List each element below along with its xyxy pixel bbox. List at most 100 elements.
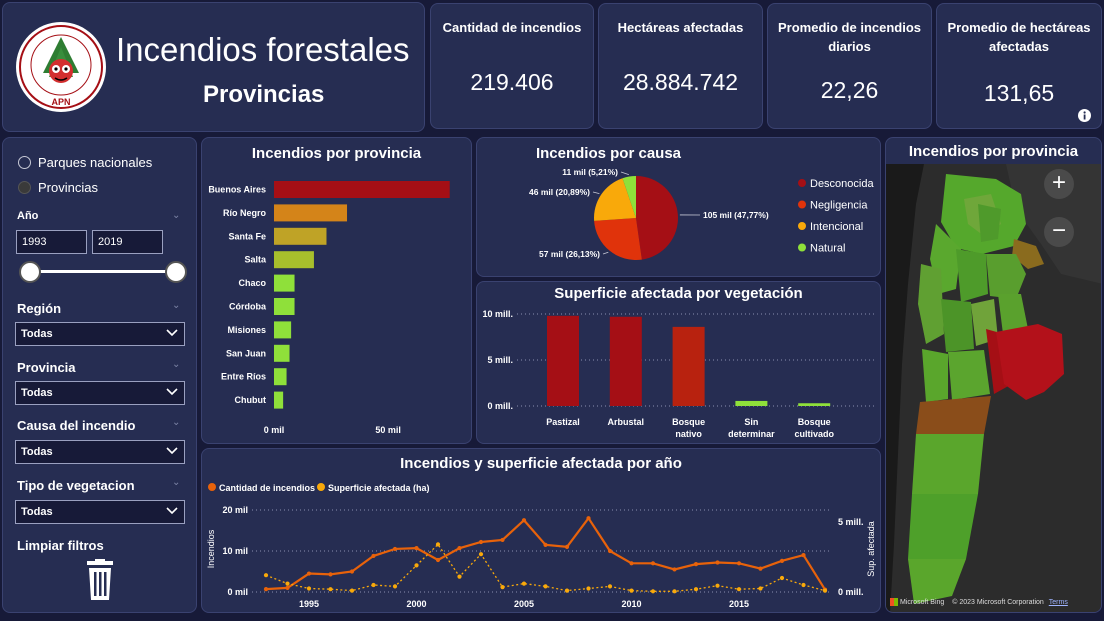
series-line — [265, 516, 826, 591]
bar-chart-provincia: Buenos Aires Río Negro Santa Fe Salta Chaco C… — [208, 181, 450, 435]
legend-marker — [798, 200, 806, 209]
bar — [274, 321, 292, 339]
bar — [735, 400, 768, 406]
series-point — [650, 589, 656, 594]
kpi-label: Promedio de incendios diarios — [777, 20, 922, 54]
y-tick-label: 5 mill. — [487, 355, 513, 365]
provincia-dropdown[interactable]: Todas — [15, 381, 185, 405]
bar — [798, 403, 831, 406]
bar — [609, 316, 642, 406]
series-point — [629, 561, 634, 566]
info-icon[interactable] — [1078, 109, 1091, 122]
series-point — [758, 566, 763, 571]
legend-label: Negligencia — [810, 200, 868, 212]
chart-title: Superficie afectada por vegetación — [554, 285, 803, 302]
bing-icon — [890, 598, 898, 606]
provincias-shapes[interactable] — [908, 174, 1064, 604]
year-from-input[interactable]: 1993 — [16, 230, 87, 254]
dropdown-value: Todas — [21, 387, 53, 399]
pie-slice — [636, 176, 678, 260]
kpi-card-promedio-hectareas: Promedio de hectáreas afectadas 131,65 — [936, 3, 1102, 129]
x-tick-label: Bosque — [672, 417, 705, 427]
radio-parques-nacionales[interactable]: Parques nacionales — [18, 155, 152, 170]
bar — [274, 298, 295, 315]
pie-leader-line — [620, 171, 629, 175]
trash-icon[interactable] — [83, 559, 117, 601]
chevron-down-icon[interactable]: ⌄ — [172, 417, 181, 428]
kpi-card-hectareas: Hectáreas afectadas 28.884.742 — [598, 3, 763, 129]
y-tick-label: 0 mill. — [487, 401, 513, 411]
y-tick-label-left: 10 mil — [222, 546, 248, 556]
bar-chart-vegetacion: 0 mill. 5 mill. 10 mill. Pastizal Arbustal Bo… — [482, 309, 877, 439]
series-point — [693, 587, 699, 592]
series-point — [285, 581, 290, 586]
kpi-label: Cantidad de incendios — [442, 20, 582, 35]
legend-label: Superficie afectada (ha) — [328, 483, 430, 493]
bing-label: Microsoft Bing — [899, 598, 945, 606]
chevron-down-icon[interactable]: ⌄ — [172, 210, 181, 221]
year-to-input[interactable]: 2019 — [92, 230, 163, 254]
radio-dot — [18, 156, 31, 169]
series-point — [414, 563, 419, 568]
causa-label: Causa del incendio — [17, 418, 136, 433]
kpi-value: 28.884.742 — [622, 69, 739, 95]
causa-dropdown[interactable]: Todas — [15, 440, 185, 464]
zoom-out-button[interactable]: − — [1044, 217, 1074, 247]
series-point — [457, 574, 462, 579]
series-point — [263, 573, 269, 578]
y-axis-label-right: Sup. afectada — [866, 521, 876, 577]
y-tick-label: 10 mill. — [482, 309, 513, 319]
pie-slice — [594, 178, 636, 221]
x-tick-label: Arbustal — [608, 417, 645, 427]
series-point — [478, 539, 484, 545]
region-dropdown[interactable]: Todas — [15, 322, 185, 346]
series-point — [478, 552, 484, 557]
chart-incendios-por-causa: Incendios por causa 105 mil (47,77%) 57 m… — [476, 137, 881, 277]
series-point — [306, 586, 312, 591]
series-point — [543, 584, 548, 589]
map-attribution: Microsoft Bing © 2023 Microsoft Corporat… — [890, 598, 1068, 606]
chevron-down-icon[interactable]: ⌄ — [172, 300, 181, 311]
year-slider-handle-end[interactable] — [165, 261, 187, 283]
bar-category-label: Misiones — [227, 325, 266, 335]
dropdown-value: Todas — [21, 506, 53, 518]
x-tick-label: 2010 — [621, 599, 641, 609]
bar-category-label: Entre Ríos — [221, 372, 266, 382]
pie-data-label: 11 mil (5,21%) — [562, 167, 618, 177]
dropdown-value: Todas — [21, 328, 53, 340]
radio-dot — [18, 181, 31, 194]
series-point — [285, 585, 290, 590]
year-slider-handle-start[interactable] — [19, 261, 41, 283]
legend-label: Desconocida — [810, 178, 874, 190]
terms-link[interactable]: Terms — [1048, 598, 1068, 606]
pie-slice — [622, 176, 636, 218]
dropdown-value: Todas — [21, 446, 53, 458]
series-point — [349, 569, 355, 574]
series-point — [672, 567, 677, 572]
bar-category-label: Chubut — [235, 395, 267, 405]
series-point — [801, 582, 806, 588]
bar-category-label: Buenos Aires — [208, 185, 266, 195]
vegetacion-dropdown[interactable]: Todas — [15, 500, 185, 524]
zoom-in-button[interactable]: + — [1044, 169, 1074, 199]
chevron-down-icon — [166, 388, 178, 396]
legend-label: Intencional — [810, 221, 863, 233]
radio-provincias[interactable]: Provincias — [18, 180, 98, 195]
series-point — [586, 586, 591, 591]
kpi-card-incendios: Cantidad de incendios 219.406 — [430, 3, 594, 129]
series-point — [629, 588, 634, 593]
chevron-down-icon[interactable]: ⌄ — [172, 359, 181, 370]
provincia-label: Provincia — [17, 360, 76, 375]
filter-panel — [2, 137, 197, 613]
apn-logo: APN — [16, 22, 106, 112]
pie-data-label: 46 mil (20,89%) — [529, 187, 590, 197]
map-panel: Incendios por provincia + − — [885, 137, 1102, 613]
clear-filters-label[interactable]: Limpiar filtros — [17, 538, 104, 553]
year-slider-track[interactable] — [30, 270, 176, 273]
radio-label: Parques nacionales — [38, 155, 153, 170]
series-point — [801, 553, 806, 558]
legend-marker — [317, 483, 325, 491]
chevron-down-icon[interactable]: ⌄ — [172, 477, 181, 488]
x-tick-label: 2000 — [406, 599, 426, 609]
bar-category-label: Salta — [244, 255, 267, 265]
